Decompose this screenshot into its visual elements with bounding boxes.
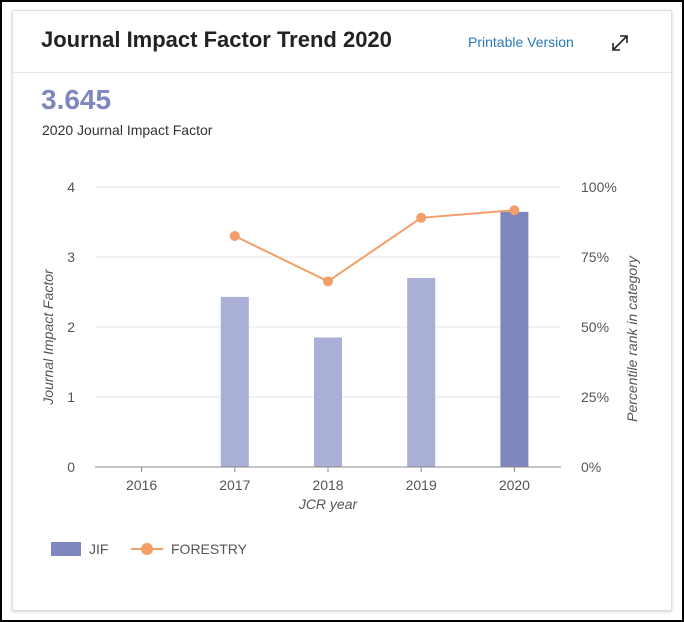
x-tick-label: 2018 [312,477,343,493]
y2-tick-label: 100% [581,179,617,195]
jif-trend-chart: 0 1 2 3 4 0% 25% 50% 75% 100% 2016 2017 2018 2019 2020… [40,179,640,512]
card-header: Journal Impact Factor Trend 2020 Printab… [13,11,671,73]
line-forestry [234,209,515,283]
x-tick-label: 2017 [219,477,250,493]
x-tick-label: 2016 [126,477,157,493]
x-tick-label: 2019 [406,477,437,493]
y2-tick-label: 0% [581,459,601,475]
jif-value-label: 2020 Journal Impact Factor [42,122,213,138]
y-tick-label: 0 [67,459,75,475]
y2-tick-label: 50% [581,319,609,335]
point-forestry-2019 [416,212,427,223]
legend-bar-swatch [51,542,81,556]
bar-jif-2018 [314,337,342,467]
legend-label-forestry: FORESTRY [171,541,247,557]
bar-jif-2019 [407,278,436,467]
y2-tick-label: 25% [581,389,609,405]
legend-item-forestry[interactable]: FORESTRY [131,539,247,559]
jif-value: 3.645 [41,84,112,115]
expand-arrows-icon[interactable] [609,32,631,54]
x-axis-title: JCR year [298,496,359,512]
jif-trend-card: Journal Impact Factor Trend 2020 Printab… [12,10,672,611]
y-tick-label: 2 [67,319,75,335]
point-forestry-2017 [229,231,240,241]
bar-jif-2020 [500,211,529,467]
legend-label-jif: JIF [89,541,109,557]
y-tick-label: 3 [67,249,75,265]
bar-jif-2017 [220,296,249,467]
point-forestry-2020 [509,205,520,216]
printable-version-link[interactable]: Printable Version [468,34,574,50]
y2-tick-label: 75% [581,249,609,265]
y-tick-label: 1 [67,389,75,405]
y-tick-label: 4 [67,179,75,195]
card-title: Journal Impact Factor Trend 2020 [41,27,392,52]
point-forestry-2018 [323,276,333,287]
legend-line-swatch [131,542,163,556]
y-axis-title: Journal Impact Factor [40,268,56,406]
x-tick-label: 2020 [499,477,530,493]
y2-axis-title: Percentile rank in category [624,255,640,422]
legend-item-jif[interactable]: JIF [51,539,108,559]
